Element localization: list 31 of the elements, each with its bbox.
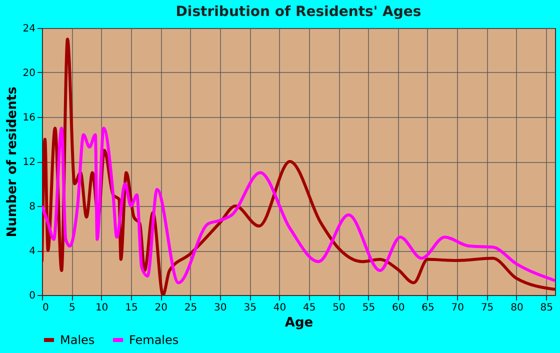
x-tick-label: 45 — [303, 302, 316, 314]
x-tick-label: 60 — [392, 302, 405, 314]
x-tick-label: 25 — [184, 302, 198, 314]
chart-title: Distribution of Residents' Ages — [176, 4, 422, 20]
x-tick-label: 0 — [42, 302, 49, 314]
legend-label: Males — [60, 333, 95, 347]
x-tick-label: 75 — [480, 302, 494, 314]
y-axis-title: Number of residents — [4, 86, 20, 238]
x-tick-label: 80 — [510, 302, 524, 314]
x-axis-title: Age — [284, 316, 314, 330]
legend-label: Females — [129, 333, 179, 347]
x-tick-label: 15 — [125, 302, 138, 314]
y-tick-label: 8 — [29, 202, 36, 212]
x-tick-label: 30 — [214, 302, 227, 314]
x-tick-label: 65 — [422, 302, 434, 314]
x-tick-label: 70 — [451, 302, 464, 314]
y-tick-label: 4 — [29, 246, 36, 257]
x-tick-label: 40 — [273, 302, 286, 314]
x-tick-label: 5 — [68, 302, 76, 314]
y-tick-label: 24 — [22, 24, 36, 34]
x-tick-label: 50 — [332, 302, 346, 314]
y-tick-label: 16 — [22, 112, 36, 124]
x-tick-label: 55 — [362, 302, 376, 314]
x-tick-label: 20 — [154, 302, 168, 314]
y-tick-label: 0 — [29, 290, 36, 302]
x-tick-label: 10 — [95, 302, 108, 314]
x-tick-label: 35 — [244, 302, 256, 314]
x-tick-label: 85 — [540, 302, 553, 314]
y-tick-label: 20 — [22, 68, 36, 79]
y-tick-label: 12 — [22, 157, 36, 168]
line-series — [42, 126, 555, 284]
